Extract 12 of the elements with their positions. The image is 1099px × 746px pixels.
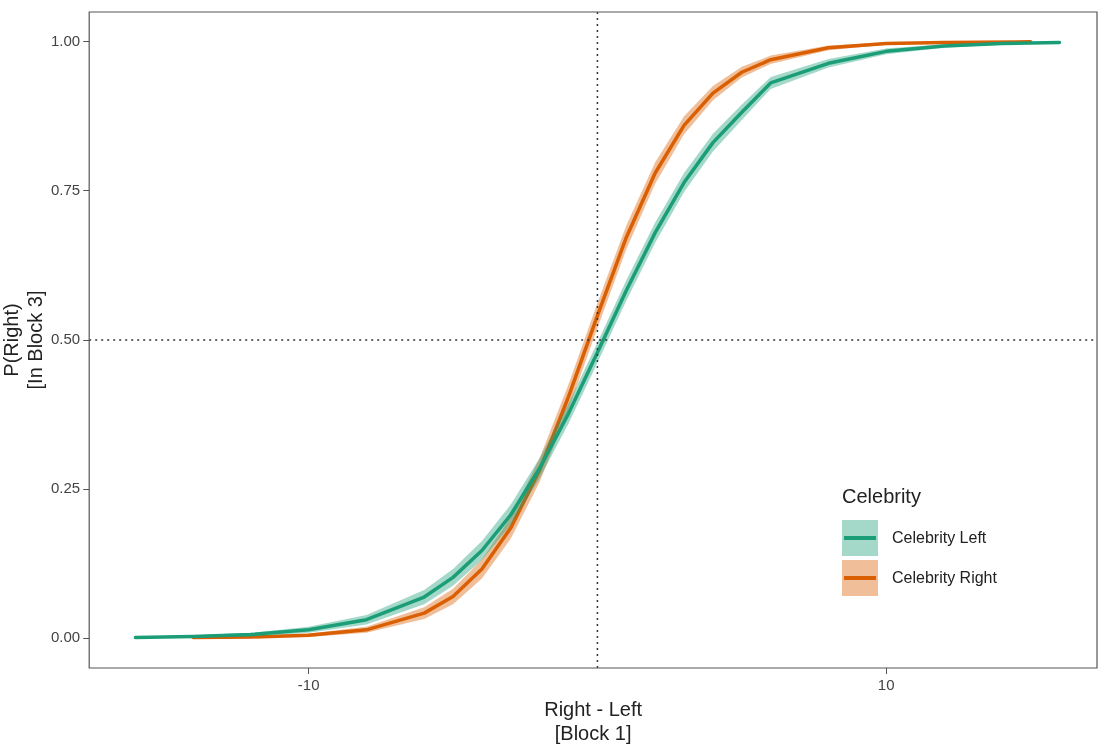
legend-label: Celebrity Right xyxy=(892,569,997,587)
y-tick-label: 1.00 xyxy=(50,31,81,49)
y-tick-label: 0.50 xyxy=(50,330,81,348)
y-tick-label: 0.00 xyxy=(50,628,81,646)
x-axis-title: Right - Left [Block 1] xyxy=(544,697,643,744)
x-tick-label: -10 xyxy=(297,676,320,694)
legend-title: Celebrity xyxy=(842,485,922,508)
y-tick-label: 0.75 xyxy=(50,181,81,199)
legend-label: Celebrity Left xyxy=(892,529,987,547)
x-tick-label: 10 xyxy=(877,676,895,694)
y-axis-title: P(Right) [In Block 3] xyxy=(0,290,46,390)
y-tick-label: 0.25 xyxy=(50,479,81,497)
